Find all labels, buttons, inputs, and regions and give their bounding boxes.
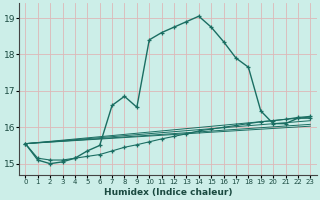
X-axis label: Humidex (Indice chaleur): Humidex (Indice chaleur): [104, 188, 232, 197]
